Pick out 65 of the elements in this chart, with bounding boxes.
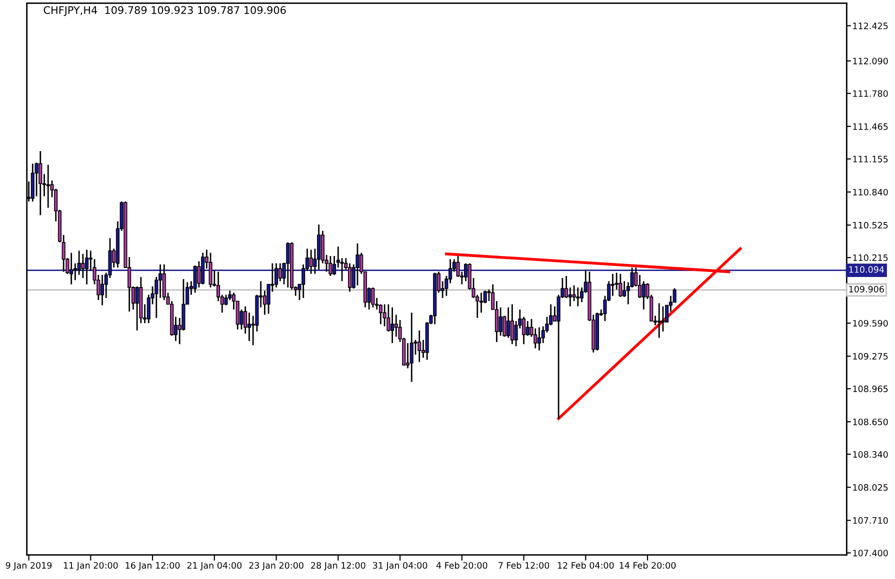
x-tick-label: 7 Feb 12:00 bbox=[498, 562, 550, 569]
y-tick-label: 110.840 bbox=[853, 188, 888, 196]
candlestick bbox=[410, 312, 414, 383]
candlestick bbox=[135, 286, 139, 332]
x-tick-label: 12 Feb 04:00 bbox=[558, 562, 614, 569]
candlestick bbox=[390, 306, 394, 344]
candlestick bbox=[278, 262, 282, 282]
candlestick bbox=[197, 260, 201, 288]
y-tick-label: 111.155 bbox=[853, 156, 888, 162]
y-tick-label: 110.525 bbox=[853, 222, 888, 228]
y-tick-label: 108.340 bbox=[853, 451, 888, 458]
y-tick-label: 111.465 bbox=[853, 123, 888, 130]
y-tick-label: 110.215 bbox=[853, 254, 888, 262]
candlestick bbox=[510, 304, 514, 345]
y-tick-label: 107.710 bbox=[853, 517, 888, 524]
x-tick-label: 21 Jan 04:00 bbox=[187, 562, 242, 570]
x-tick-label: 4 Feb 20:00 bbox=[436, 562, 488, 569]
chart-title: CHFJPY,H4 109.789 109.923 109.787 109.906 bbox=[44, 6, 286, 16]
candlestick bbox=[371, 286, 375, 308]
candlestick bbox=[274, 262, 278, 288]
candlestick bbox=[610, 273, 614, 297]
candlestick bbox=[38, 150, 42, 216]
candlestick bbox=[224, 294, 228, 306]
candlestick bbox=[568, 286, 572, 308]
candlestick bbox=[506, 306, 510, 339]
candlestick bbox=[328, 255, 332, 277]
y-tick-label: 108.650 bbox=[853, 418, 888, 426]
candlestick bbox=[81, 253, 85, 279]
candlestick bbox=[162, 264, 166, 301]
candlestick bbox=[247, 312, 251, 342]
candlestick bbox=[77, 250, 81, 276]
y-tick-label: 112.090 bbox=[853, 58, 888, 64]
y-tick-label: 108.965 bbox=[853, 386, 888, 392]
candlestick bbox=[576, 286, 580, 308]
candlestick bbox=[356, 242, 360, 286]
candlestick bbox=[70, 252, 74, 286]
x-tick-label: 28 Jan 12:00 bbox=[311, 562, 366, 570]
ref-line-label: 109.906 bbox=[849, 286, 884, 293]
candlestick bbox=[661, 306, 665, 332]
y-tick-label: 109.590 bbox=[853, 320, 888, 327]
x-tick-label: 14 Feb 20:00 bbox=[620, 562, 676, 569]
y-tick-label: 112.425 bbox=[853, 22, 888, 30]
candlestick bbox=[85, 249, 89, 286]
x-tick-label: 16 Jan 12:00 bbox=[126, 562, 180, 570]
candlestick bbox=[46, 164, 50, 208]
candlestick bbox=[208, 252, 212, 288]
candlestick bbox=[309, 249, 313, 275]
x-tick-label: 11 Jan 20:00 bbox=[64, 562, 118, 570]
candlestick bbox=[537, 326, 542, 352]
y-tick-label: 111.780 bbox=[853, 90, 888, 97]
candlestick bbox=[526, 320, 530, 336]
x-tick-label: 9 Jan 2019 bbox=[6, 562, 52, 570]
ref-line-label: 110.094 bbox=[849, 266, 884, 273]
candlestick bbox=[618, 273, 622, 298]
x-tick-label: 31 Jan 04:00 bbox=[372, 562, 428, 570]
x-tick-label: 23 Jan 20:00 bbox=[249, 562, 304, 570]
candlestick bbox=[657, 302, 661, 339]
candlestick bbox=[498, 306, 502, 336]
candlestick bbox=[286, 242, 290, 288]
candlestick bbox=[418, 330, 422, 363]
y-tick-label: 108.025 bbox=[853, 484, 888, 491]
y-tick-label: 107.400 bbox=[853, 550, 888, 556]
y-tick-label: 109.275 bbox=[853, 353, 888, 360]
candlestick bbox=[193, 264, 197, 294]
candlestick bbox=[100, 274, 104, 306]
